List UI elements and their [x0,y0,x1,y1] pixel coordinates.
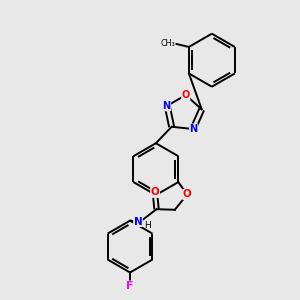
Text: N: N [190,124,198,134]
Text: N: N [163,101,171,111]
Text: O: O [183,190,191,200]
Text: O: O [151,188,159,197]
Text: O: O [182,90,190,100]
Text: H: H [144,220,151,230]
Text: N: N [134,217,142,226]
Text: F: F [126,281,134,291]
Text: CH₃: CH₃ [160,40,175,49]
